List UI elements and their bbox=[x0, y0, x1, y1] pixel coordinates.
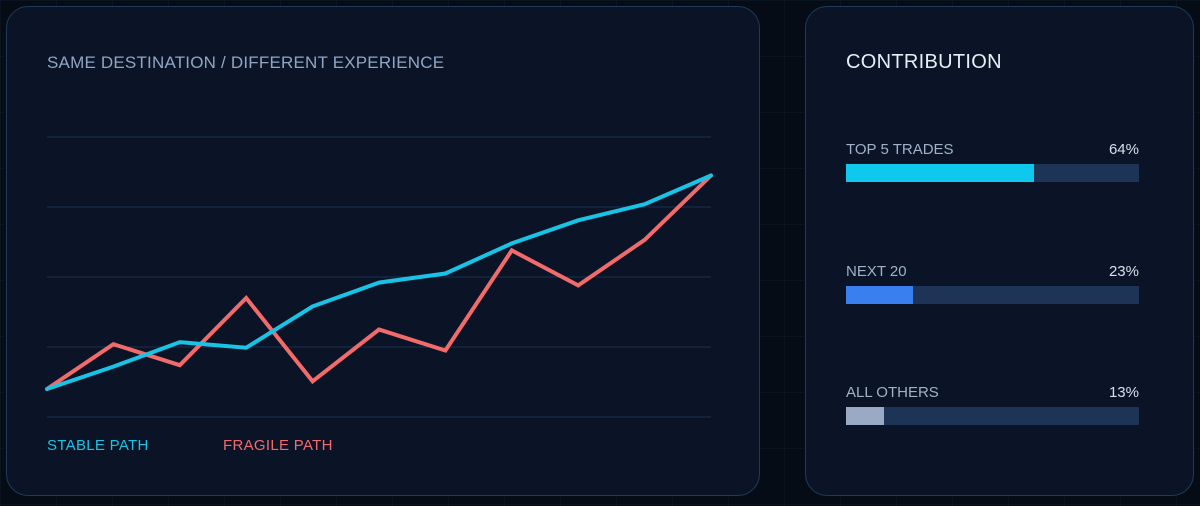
series-line-fragile-path bbox=[45, 173, 713, 391]
contribution-value: 23% bbox=[1108, 263, 1139, 280]
legend-fragile-path: FRAGILE PATH bbox=[223, 437, 333, 454]
contribution-title: CONTRIBUTION bbox=[846, 51, 1002, 73]
chart-card: SAME DESTINATION / DIFFERENT EXPERIENCE … bbox=[6, 6, 760, 496]
contribution-value: 13% bbox=[1108, 384, 1139, 401]
contribution-bar-fill bbox=[846, 164, 1034, 182]
contribution-label: TOP 5 TRADES bbox=[846, 141, 954, 158]
series-line-stable-path bbox=[45, 173, 713, 391]
contribution-bar-fill bbox=[846, 286, 914, 304]
contribution-row-top-5-trades: TOP 5 TRADES 64% bbox=[846, 141, 1139, 183]
contribution-bar-track bbox=[846, 407, 1139, 425]
chart-series bbox=[45, 173, 713, 391]
chart-gridlines bbox=[47, 136, 711, 418]
contribution-bar-track bbox=[846, 286, 1139, 304]
chart-title: SAME DESTINATION / DIFFERENT EXPERIENCE bbox=[47, 53, 445, 72]
contribution-value: 64% bbox=[1108, 141, 1139, 158]
contribution-bar-track bbox=[846, 164, 1139, 182]
contribution-label: ALL OTHERS bbox=[846, 384, 939, 401]
legend-stable-path: STABLE PATH bbox=[47, 437, 149, 454]
contribution-bar-fill bbox=[846, 407, 885, 425]
contribution-card: CONTRIBUTION TOP 5 TRADES 64% NEXT 20 23… bbox=[805, 6, 1194, 496]
contribution-row-next-20: NEXT 20 23% bbox=[846, 263, 1139, 305]
contribution-row-all-others: ALL OTHERS 13% bbox=[846, 384, 1139, 426]
contribution-label: NEXT 20 bbox=[846, 263, 907, 280]
line-chart bbox=[45, 136, 713, 418]
